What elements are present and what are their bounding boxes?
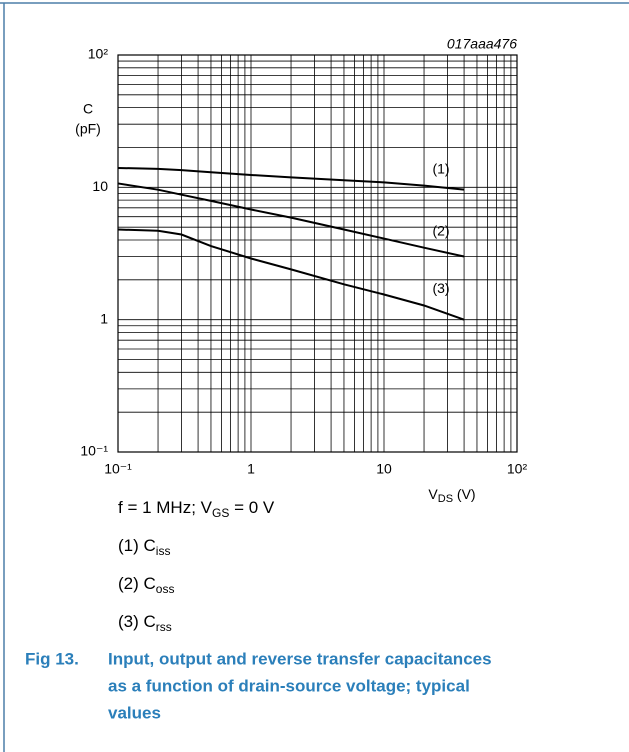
- x-label: VDS (V): [428, 486, 475, 505]
- y-tick-label: 1: [100, 310, 108, 326]
- note: (1) Ciss: [118, 536, 170, 558]
- y-label: (pF): [75, 121, 101, 137]
- note-label: (2) C: [118, 574, 156, 593]
- figure-number: Fig 13.: [25, 649, 79, 668]
- caption: as a function of drain-source voltage; t…: [108, 676, 470, 695]
- series-line: [117, 167, 465, 191]
- x-tick-label: 1: [247, 461, 255, 477]
- x-tick-label: 10²: [507, 461, 528, 477]
- conditions-text: f = 1 MHz; V: [118, 498, 213, 517]
- conditions-rest: = 0 V: [229, 498, 275, 517]
- y-label: C: [83, 101, 93, 117]
- y-tick-label: 10²: [88, 46, 109, 62]
- series-line: [117, 182, 465, 258]
- note-sub: iss: [156, 544, 171, 558]
- series-line: [117, 228, 465, 321]
- note: (3) Crss: [118, 612, 172, 634]
- y-tick-label: 10: [92, 178, 108, 194]
- x-label-main: V: [428, 486, 438, 502]
- series-label: (2): [432, 222, 449, 238]
- series-label: (3): [432, 280, 449, 296]
- caption: Input, output and reverse transfer capac…: [108, 649, 492, 668]
- x-label-rest: (V): [453, 486, 476, 502]
- note: (2) Coss: [118, 574, 174, 596]
- x-tick-label: 10: [376, 461, 392, 477]
- note-sub: oss: [156, 582, 175, 596]
- x-label-sub: DS: [438, 493, 453, 505]
- caption: values: [108, 703, 161, 722]
- conditions-sub: GS: [212, 506, 229, 520]
- x-tick-label: 10⁻¹: [104, 461, 132, 477]
- note-label: (3) C: [118, 612, 156, 631]
- series-label: (1): [432, 160, 449, 176]
- note-sub: rss: [156, 620, 172, 634]
- conditions: f = 1 MHz; VGS = 0 V: [118, 498, 275, 520]
- annotation: 017aaa476: [447, 36, 517, 52]
- note-label: (1) C: [118, 536, 156, 555]
- plot-frame: [117, 54, 518, 453]
- y-tick-label: 10⁻¹: [80, 443, 108, 459]
